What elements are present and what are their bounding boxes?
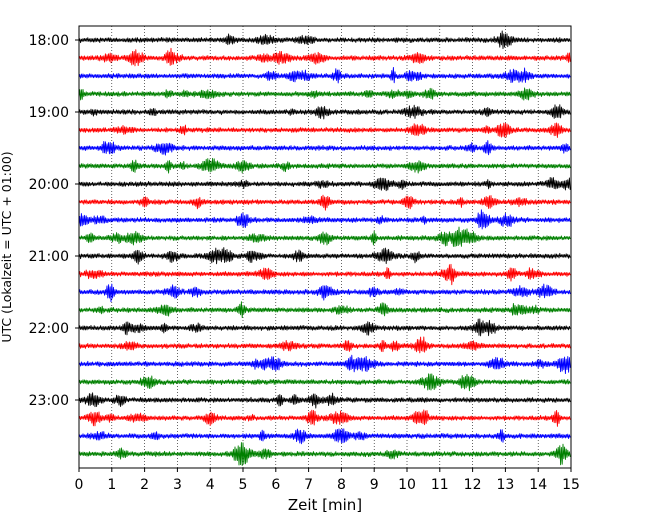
x-tick-label: 4 [206,477,215,493]
x-tick-label: 5 [239,477,248,493]
trace-1800 [78,30,571,50]
trace-2315 [78,409,571,427]
trace-1930 [78,140,571,156]
trace-2145 [78,301,571,318]
x-tick-label: 14 [529,477,547,493]
x-tick-label: 8 [337,477,346,493]
x-tick-label: 10 [398,477,416,493]
y-tick-label: 22:00 [29,321,69,337]
plot-frame [78,25,572,469]
traces [78,30,571,466]
x-tick-label: 6 [271,477,280,493]
x-tick-label: 13 [496,477,514,493]
y-tick-label: 19:00 [29,105,69,121]
trace-2000 [78,177,571,192]
x-axis: 0 1 2 3 4 5 6 7 8 9 10 11 12 13 14 15 [75,468,580,493]
y-tick-label: 21:00 [29,249,69,265]
y-axis-label: UTC (Lokalzeit = UTC + 01:00) [0,151,14,342]
trace-2300 [78,392,571,409]
y-tick-label: 23:00 [29,393,69,409]
x-axis-label: Zeit [min] [288,496,362,514]
y-tick-label: 18:00 [29,33,69,49]
x-tick-label: 0 [75,477,84,493]
trace-1845 [78,87,571,101]
x-tick-label: 3 [173,477,182,493]
trace-2215 [78,336,571,354]
trace-2045 [78,226,571,247]
y-axis: 18:00 19:00 20:00 21:00 22:00 23:00 [29,33,79,409]
trace-2230 [78,354,571,375]
trace-1830 [78,67,571,84]
trace-1900 [78,104,571,120]
trace-2345 [78,442,571,466]
trace-2330 [78,428,571,445]
trace-1815 [78,47,571,67]
x-tick-label: 7 [304,477,313,493]
trace-2115 [78,263,571,286]
trace-2030 [78,209,571,230]
y-tick-label: 20:00 [29,177,69,193]
x-tick-label: 11 [431,477,449,493]
x-tick-label: 12 [464,477,482,493]
trace-2200 [78,318,571,337]
x-tick-label: 15 [562,477,580,493]
trace-1945 [78,157,571,174]
trace-1915 [78,122,571,138]
x-tick-label: 2 [140,477,149,493]
x-tick-label: 1 [107,477,116,493]
trace-2015 [78,194,571,211]
trace-2100 [78,247,571,265]
x-tick-label: 9 [370,477,379,493]
trace-2245 [78,373,571,392]
trace-2130 [78,283,571,303]
